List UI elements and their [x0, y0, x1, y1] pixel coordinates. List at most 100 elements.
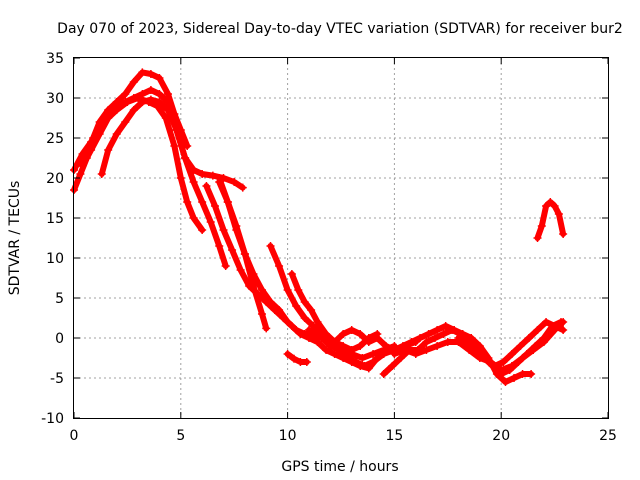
data-point [172, 126, 181, 134]
data-point [238, 183, 247, 192]
data-point [176, 174, 185, 182]
data-point [215, 178, 224, 186]
data-point [559, 326, 568, 334]
data-point [307, 306, 316, 314]
data-point [181, 154, 190, 162]
data-point [287, 322, 296, 330]
data-point [505, 366, 514, 374]
data-point [373, 334, 382, 342]
data-point [76, 170, 85, 178]
data-point [339, 330, 348, 338]
data-point [322, 346, 331, 354]
data-point [356, 330, 365, 338]
y-tick-label: 15 [46, 211, 64, 227]
data-point [356, 342, 365, 350]
data-point [424, 330, 433, 338]
data-point [221, 262, 230, 270]
data-point [155, 98, 164, 106]
y-tick-label: -5 [50, 371, 64, 387]
data-point [228, 246, 237, 254]
data-point [557, 318, 566, 326]
data-point [236, 266, 245, 274]
data-point [510, 374, 519, 382]
data-point [262, 298, 271, 306]
data-point [388, 362, 397, 370]
y-tick-label: 5 [55, 291, 64, 307]
data-point [210, 202, 219, 210]
data-point [183, 198, 192, 206]
data-point [439, 330, 448, 338]
data-point [206, 218, 215, 226]
data-point [104, 114, 113, 122]
y-tick-label: 35 [46, 51, 64, 67]
plot-frame [73, 57, 609, 419]
data-point [379, 370, 388, 378]
data-point [559, 230, 568, 238]
data-point [189, 214, 198, 222]
data-point [146, 95, 155, 104]
data-point [364, 338, 373, 346]
data-point [230, 178, 239, 186]
data-point [189, 178, 198, 186]
data-point [313, 330, 322, 338]
data-point [78, 150, 87, 158]
data-point [330, 338, 339, 346]
data-point [330, 350, 339, 358]
data-point [253, 290, 262, 298]
data-point [539, 334, 548, 342]
series-line [216, 179, 270, 332]
series-arc-10 [283, 350, 311, 366]
y-tick-label: 10 [46, 251, 64, 267]
data-point [347, 326, 356, 334]
chart-title: Day 070 of 2023, Sidereal Day-to-day VTE… [57, 21, 623, 37]
data-point [290, 354, 299, 363]
y-tick-label: 25 [46, 131, 64, 147]
y-tick-label: 20 [46, 171, 64, 187]
data-point [287, 270, 296, 278]
data-point [262, 324, 271, 333]
x-tick-label: 20 [492, 428, 510, 444]
data-point [546, 198, 555, 206]
data-point [87, 146, 96, 154]
data-point [309, 322, 318, 330]
x-tick-label: 15 [385, 428, 403, 444]
data-point [270, 306, 279, 314]
data-point [411, 350, 420, 358]
series-arc-14 [454, 318, 566, 378]
data-point [416, 334, 425, 342]
data-point [433, 342, 442, 350]
series-arc-15 [533, 198, 568, 242]
data-point [300, 314, 309, 322]
data-point [441, 322, 450, 330]
data-point [454, 334, 463, 342]
data-point [550, 202, 559, 210]
grid [74, 58, 608, 418]
data-point [283, 286, 292, 294]
data-point [121, 90, 130, 98]
data-point [155, 74, 164, 82]
data-point [531, 342, 540, 350]
data-point [497, 370, 506, 378]
data-point [507, 350, 516, 358]
data-point [313, 318, 322, 326]
y-tick-label: 0 [55, 331, 64, 347]
data-point [480, 354, 489, 362]
data-point [554, 210, 563, 218]
data-point [430, 334, 439, 342]
data-point [304, 326, 313, 334]
y-axis-label: SDTVAR / TECUs [7, 181, 23, 296]
data-point [112, 130, 121, 138]
data-point [401, 346, 410, 354]
data-point [198, 226, 207, 234]
data-point [146, 70, 155, 78]
data-point [522, 350, 531, 358]
data-point [155, 90, 164, 98]
data-point [163, 90, 172, 98]
data-point [422, 338, 431, 346]
data-point [202, 182, 211, 190]
data-point [379, 350, 388, 358]
data-point [97, 170, 106, 178]
data-point [360, 362, 369, 370]
data-point [322, 334, 331, 342]
